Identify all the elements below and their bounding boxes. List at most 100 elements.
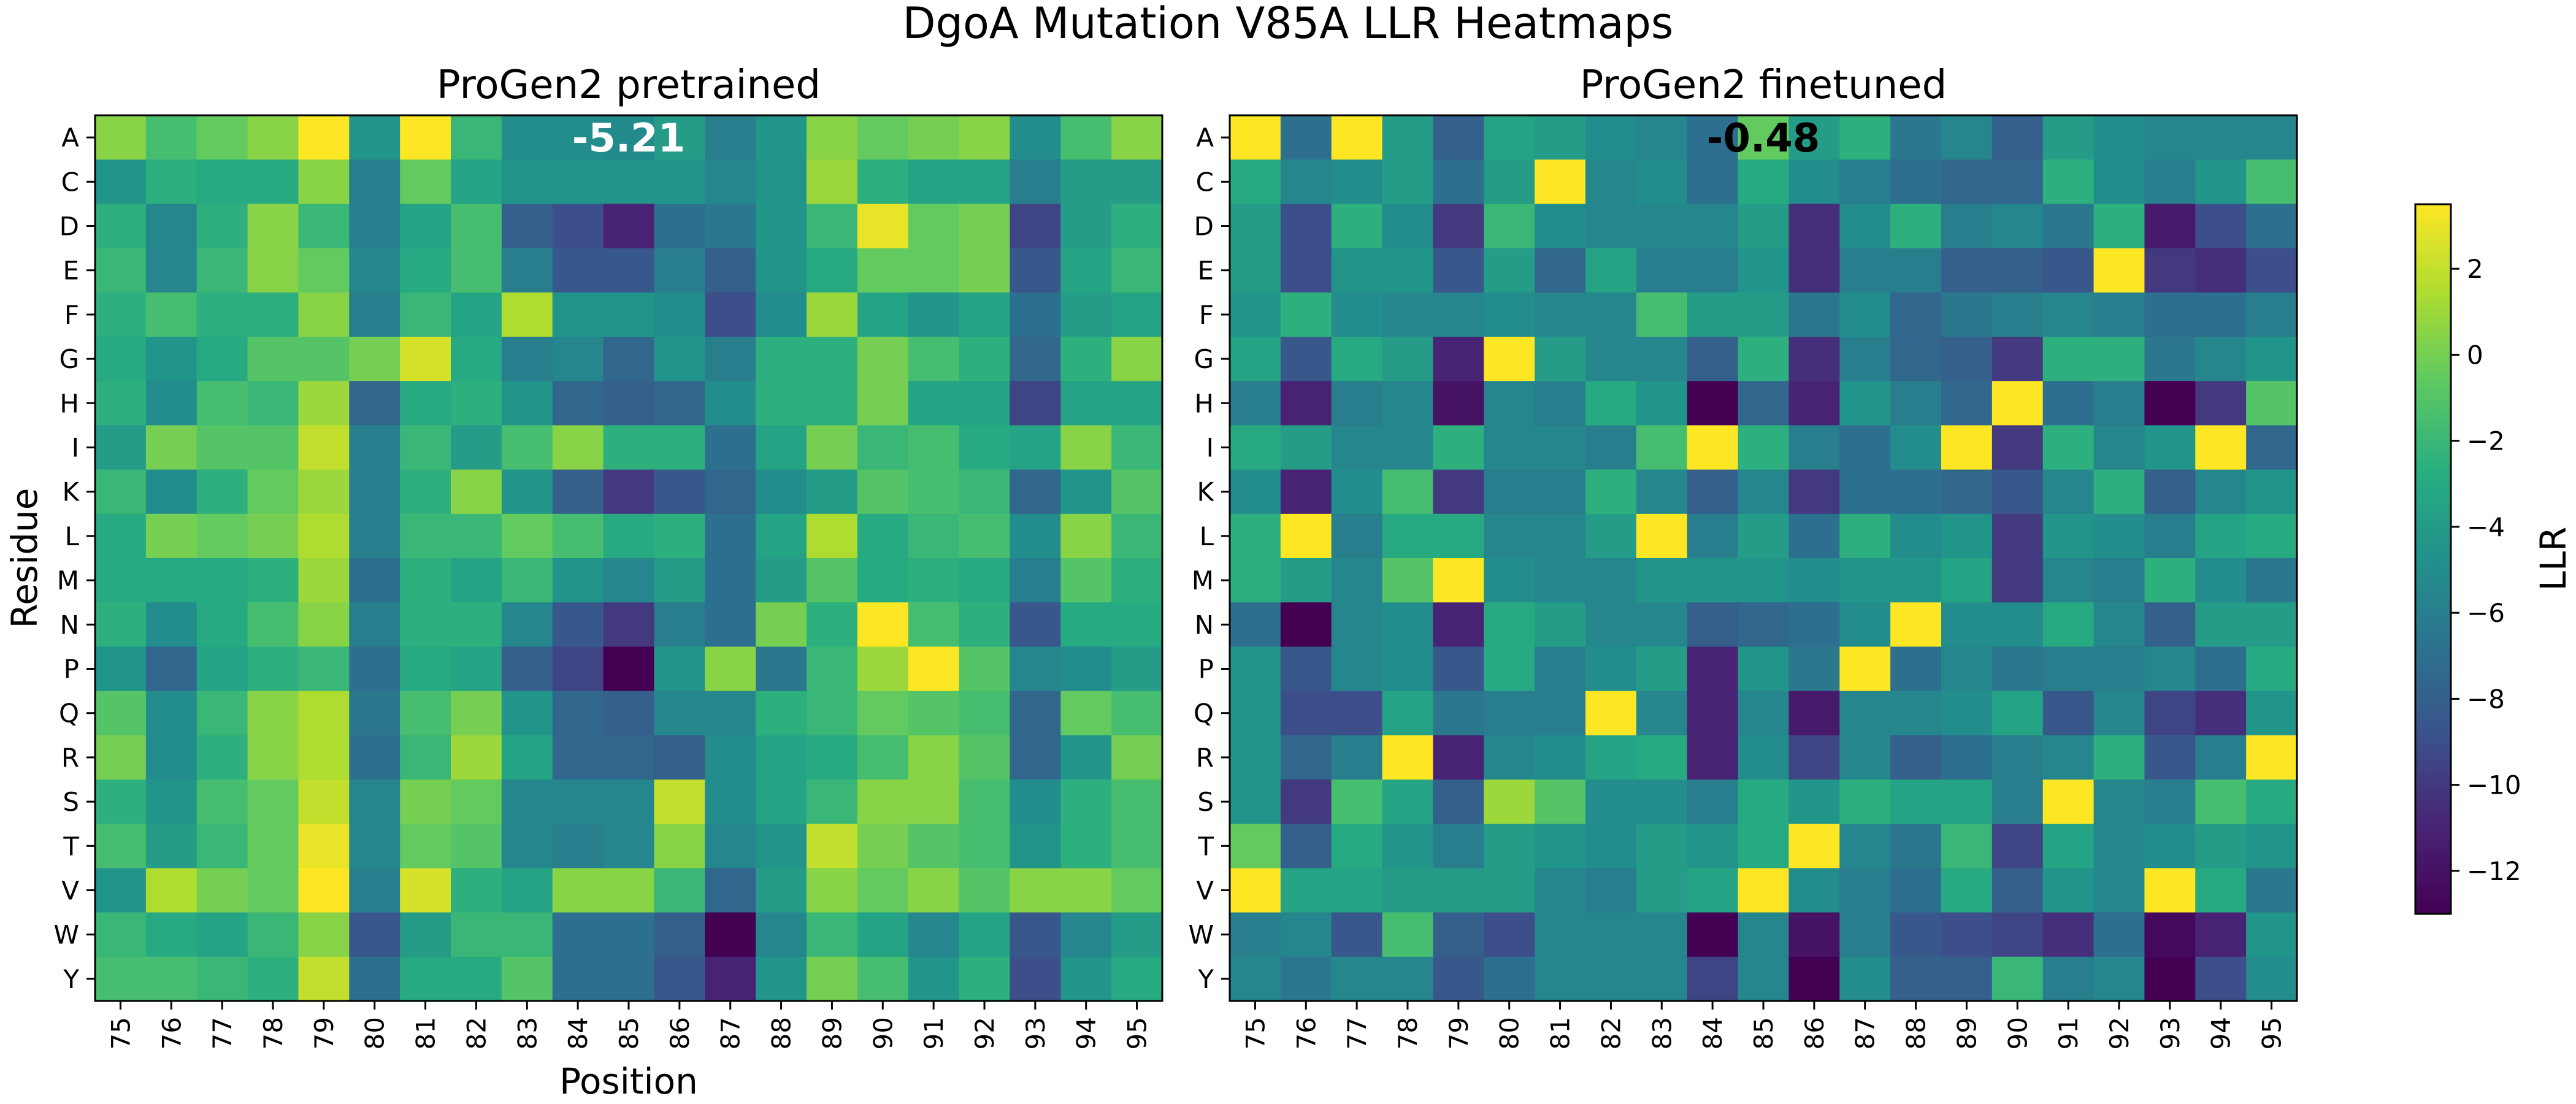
heatmap-cell bbox=[95, 824, 147, 868]
heatmap-cell bbox=[2093, 646, 2145, 692]
x-tick-label: 78 bbox=[258, 1017, 288, 1049]
heatmap-cell bbox=[756, 780, 807, 824]
heatmap-cell bbox=[705, 159, 756, 204]
heatmap-cell bbox=[1010, 868, 1061, 913]
heatmap-cell bbox=[196, 912, 248, 957]
heatmap-cell bbox=[1230, 824, 1281, 868]
heatmap-cell bbox=[1788, 381, 1840, 426]
y-tick-label: S bbox=[1197, 787, 1214, 817]
heatmap-cell bbox=[756, 292, 807, 337]
heatmap-cell bbox=[603, 292, 655, 337]
x-tick-label: 95 bbox=[1122, 1017, 1152, 1049]
heatmap-cell bbox=[1331, 248, 1383, 293]
heatmap-cell bbox=[196, 735, 248, 780]
heatmap-cell bbox=[451, 646, 502, 692]
heatmap-cell bbox=[2144, 691, 2196, 736]
heatmap-cell bbox=[1535, 824, 1586, 868]
heatmap-cell bbox=[552, 337, 604, 381]
heatmap-cell bbox=[908, 469, 960, 515]
heatmap-cell bbox=[603, 780, 655, 824]
x-tick-label: 86 bbox=[1800, 1017, 1830, 1049]
heatmap-cell bbox=[807, 646, 858, 692]
heatmap-panel-pretrained: ProGen2 pretrained ACDEFGHIKLMNPQRSTVWY … bbox=[4, 63, 1163, 1102]
heatmap-cell bbox=[2195, 780, 2247, 824]
y-tick-label: H bbox=[1194, 388, 1214, 418]
heatmap-cell bbox=[1111, 159, 1163, 204]
heatmap-cell bbox=[1484, 912, 1535, 957]
heatmap-cell bbox=[908, 513, 960, 559]
heatmap-cell bbox=[552, 558, 604, 603]
heatmap-cell bbox=[196, 159, 248, 204]
heatmap-cell bbox=[1636, 513, 1688, 559]
heatmap-cell bbox=[1839, 425, 1891, 470]
heatmap-cell bbox=[807, 868, 858, 913]
heatmap-cell bbox=[501, 469, 553, 515]
heatmap-cell bbox=[1433, 469, 1484, 515]
heatmap-cell bbox=[1433, 115, 1484, 160]
heatmap-cell bbox=[1687, 204, 1739, 249]
heatmap-cell bbox=[349, 248, 401, 293]
x-tick-label: 91 bbox=[2053, 1017, 2083, 1049]
heatmap-cell bbox=[705, 868, 756, 913]
heatmap-cell bbox=[654, 691, 705, 736]
heatmap-cell bbox=[857, 381, 909, 426]
heatmap-cell bbox=[1060, 646, 1112, 692]
heatmap-cell bbox=[501, 602, 553, 647]
heatmap-cell bbox=[1687, 248, 1739, 293]
heatmap-cell bbox=[451, 824, 502, 868]
heatmap-cell bbox=[1484, 646, 1535, 692]
heatmap-cell bbox=[1331, 780, 1383, 824]
heatmap-cell bbox=[451, 337, 502, 381]
colorbar-tick-label: −4 bbox=[2467, 512, 2505, 542]
heatmap-cell bbox=[2093, 381, 2145, 426]
heatmap-cell bbox=[1636, 691, 1688, 736]
heatmap-cell bbox=[1060, 602, 1112, 647]
heatmap-cell bbox=[756, 956, 807, 1002]
heatmap-cell bbox=[2144, 956, 2196, 1002]
heatmap-cell bbox=[2144, 204, 2196, 249]
heatmap-cell bbox=[1636, 956, 1688, 1002]
heatmap-cell bbox=[1788, 780, 1840, 824]
heatmap-cell bbox=[2042, 602, 2095, 647]
heatmap-cell bbox=[1111, 558, 1163, 603]
heatmap-cell bbox=[1484, 735, 1535, 780]
heatmap-cell bbox=[705, 558, 756, 603]
heatmap-cell bbox=[705, 646, 756, 692]
heatmap-cell bbox=[959, 159, 1011, 204]
heatmap-cell bbox=[196, 602, 248, 647]
heatmap-cell bbox=[1585, 646, 1637, 692]
heatmap-cell bbox=[1484, 513, 1535, 559]
heatmap-cell bbox=[654, 824, 705, 868]
heatmap-cell bbox=[2195, 337, 2247, 381]
heatmap-cell bbox=[2042, 337, 2095, 381]
heatmap-cell bbox=[959, 425, 1011, 470]
heatmap-cell bbox=[451, 425, 502, 470]
heatmap-cell bbox=[1636, 912, 1688, 957]
heatmap-cell bbox=[2093, 868, 2145, 913]
heatmap-cell bbox=[1010, 824, 1061, 868]
heatmap-cell bbox=[1484, 204, 1535, 249]
heatmap-cell bbox=[145, 248, 197, 293]
heatmap-cell bbox=[1433, 868, 1484, 913]
heatmap-cell bbox=[1941, 337, 1993, 381]
heatmap-cell bbox=[298, 646, 350, 692]
heatmap-cell bbox=[705, 337, 756, 381]
heatmap-cell bbox=[1010, 248, 1061, 293]
cell-annotation: -0.48 bbox=[1707, 116, 1820, 161]
heatmap-cell bbox=[247, 381, 299, 426]
heatmap-cell bbox=[552, 248, 604, 293]
heatmap-cell bbox=[501, 292, 553, 337]
heatmap-cell bbox=[807, 381, 858, 426]
heatmap-cell bbox=[298, 425, 350, 470]
heatmap-cell bbox=[552, 956, 604, 1002]
heatmap-cell bbox=[1941, 292, 1993, 337]
heatmap-cell bbox=[247, 780, 299, 824]
heatmap-cell bbox=[451, 780, 502, 824]
heatmap-cell bbox=[2144, 115, 2196, 160]
heatmap-cell bbox=[1890, 646, 1942, 692]
heatmap-cell bbox=[247, 469, 299, 515]
heatmap-cell bbox=[349, 646, 401, 692]
x-tick-label: 85 bbox=[614, 1017, 644, 1049]
heatmap-cell bbox=[95, 248, 147, 293]
heatmap-cell bbox=[1585, 513, 1637, 559]
